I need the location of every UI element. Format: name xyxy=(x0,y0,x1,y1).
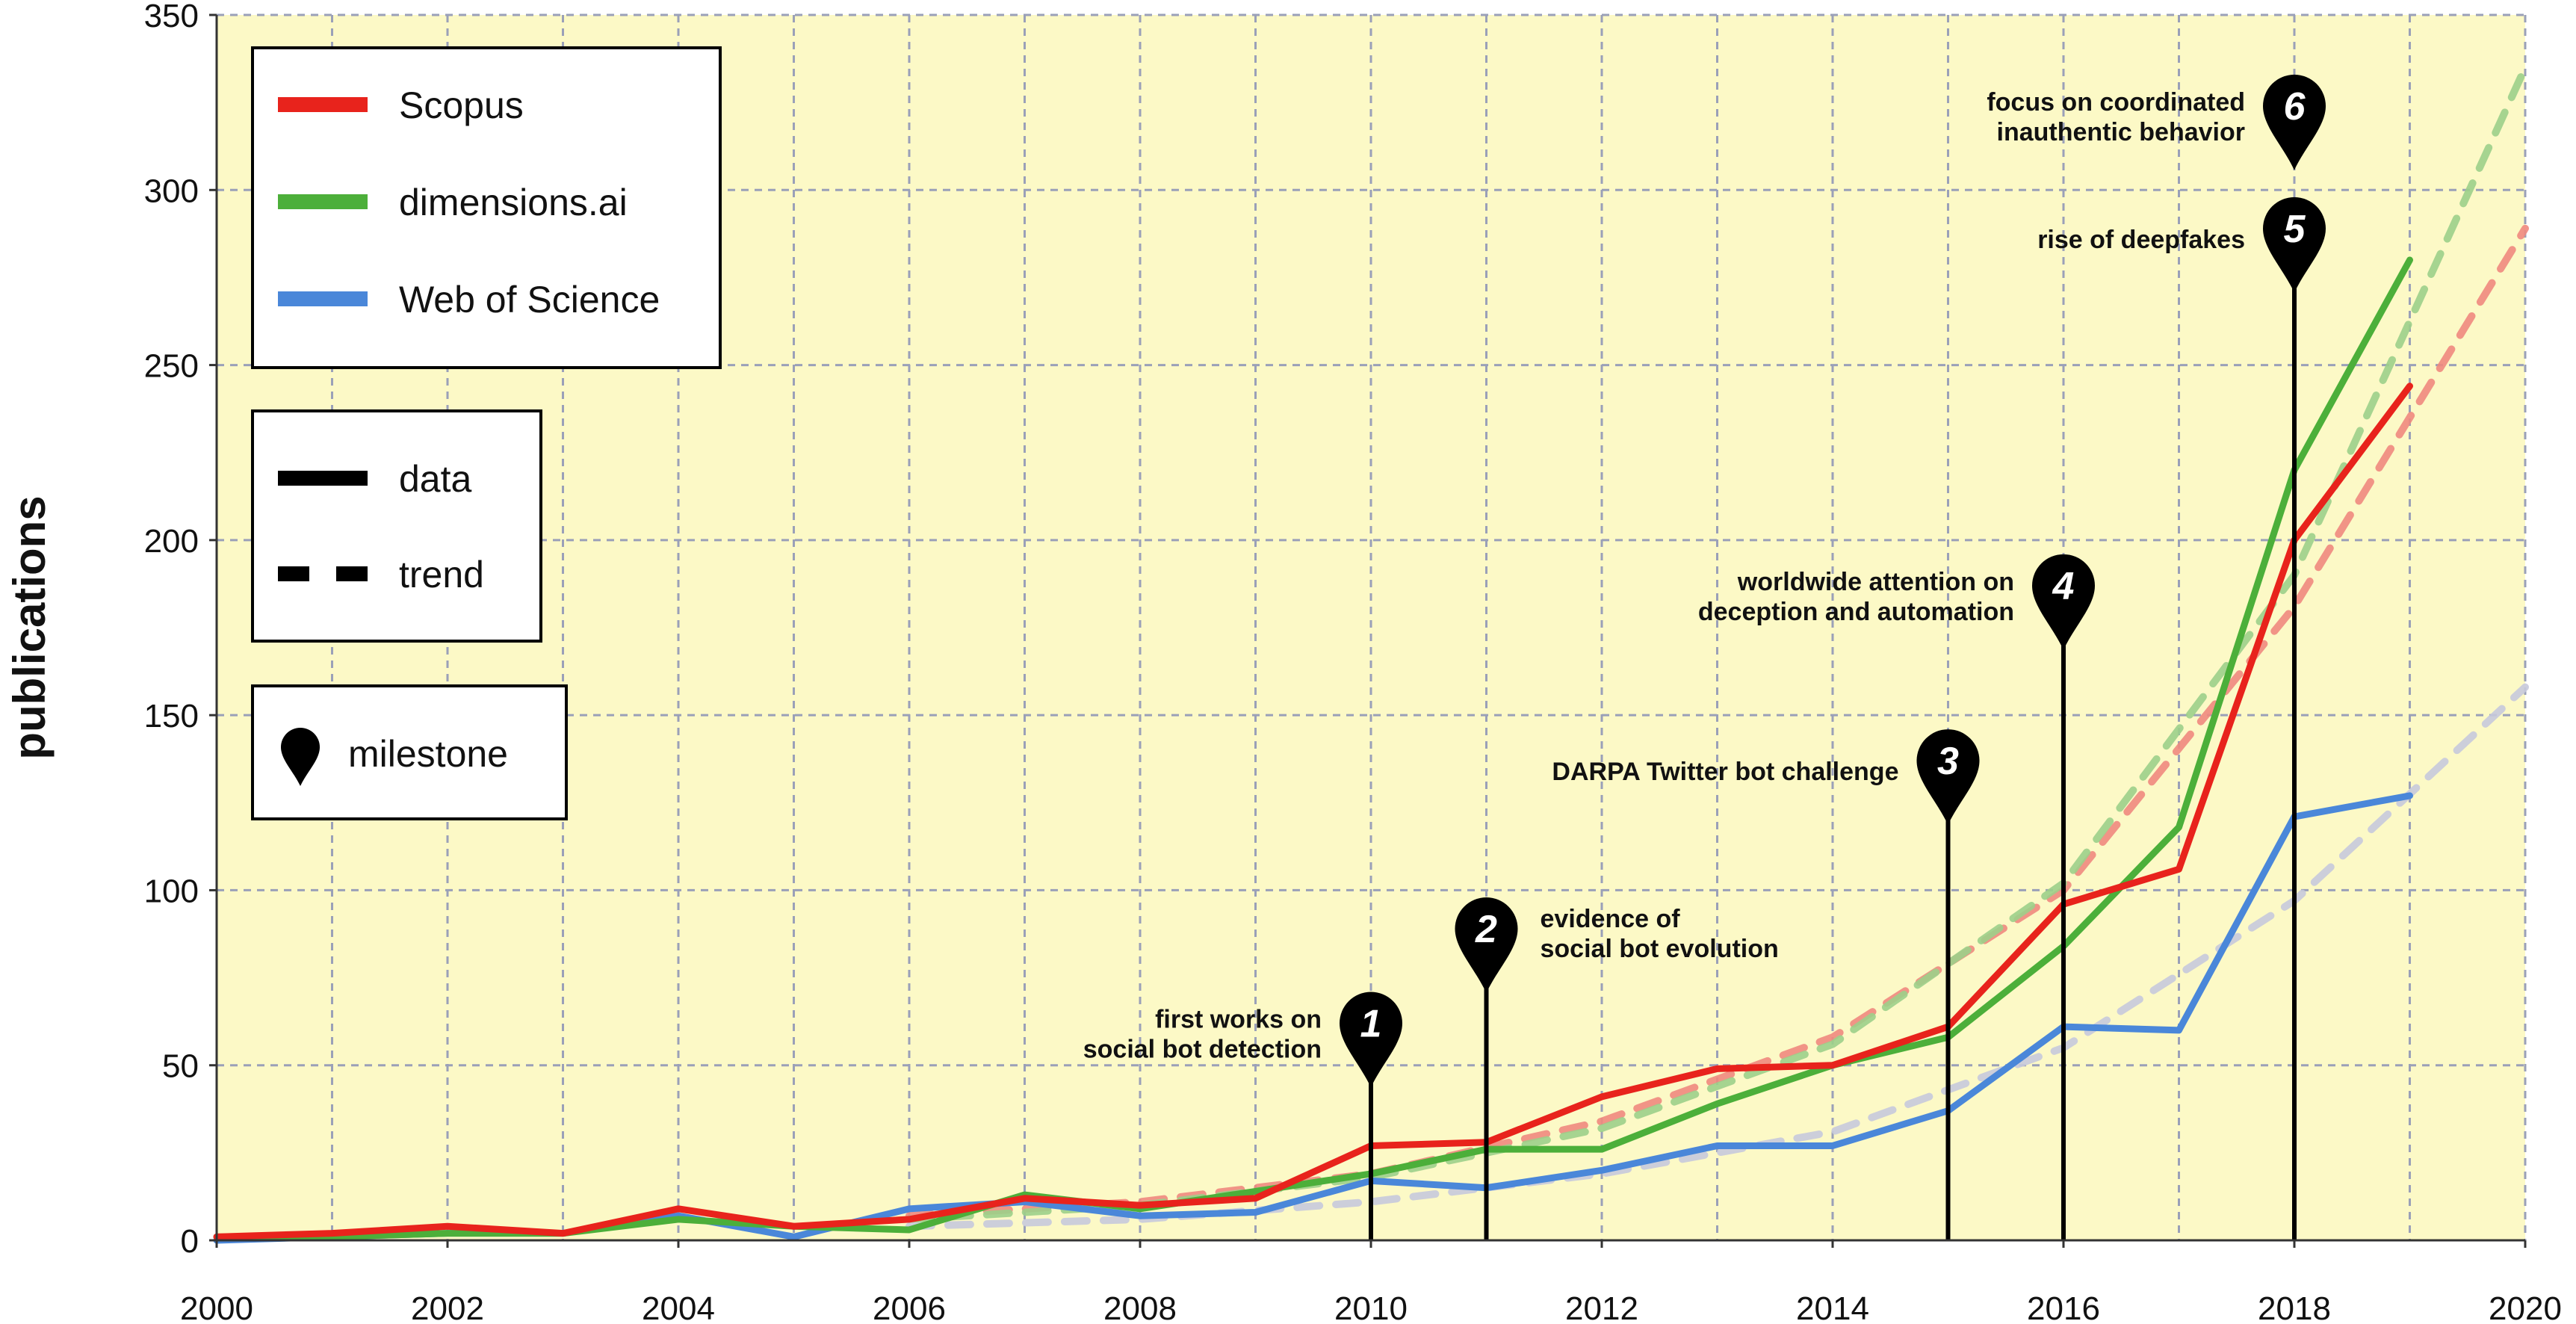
legend-label: data xyxy=(399,458,472,500)
legend-box-style xyxy=(251,409,542,643)
x-tick-label: 2010 xyxy=(1334,1290,1408,1324)
y-tick-label: 150 xyxy=(144,698,199,734)
x-tick-label: 2016 xyxy=(2027,1290,2100,1324)
y-tick-label: 100 xyxy=(144,873,199,909)
x-tick-label: 2018 xyxy=(2258,1290,2331,1324)
x-tick-label: 2002 xyxy=(411,1290,484,1324)
y-tick-label: 250 xyxy=(144,348,199,385)
milestone-pin-icon xyxy=(2263,197,2326,293)
milestone-pin-icon xyxy=(1916,729,1980,826)
legend-label: trend xyxy=(399,554,484,596)
x-tick-label: 2006 xyxy=(873,1290,946,1324)
milestone-number: 4 xyxy=(2052,565,2075,608)
milestone-label: evidence of xyxy=(1541,905,1681,933)
milestone-label: DARPA Twitter bot challenge xyxy=(1552,758,1898,786)
y-tick-label: 50 xyxy=(162,1048,199,1085)
milestone-number: 1 xyxy=(1360,1003,1382,1046)
y-tick-label: 350 xyxy=(144,0,199,34)
milestone-label: worldwide attention on xyxy=(1737,568,2014,596)
milestone-pin-icon xyxy=(1455,897,1518,994)
milestone-pin-icon xyxy=(1340,992,1402,1088)
y-axis-title: publications xyxy=(4,495,55,759)
milestone-pin-icon xyxy=(2263,74,2326,170)
milestone-number: 5 xyxy=(2284,208,2306,251)
milestone-pin-icon xyxy=(2032,554,2095,650)
data-lines xyxy=(213,256,2413,1244)
legend-label: Web of Science xyxy=(399,279,660,321)
milestone-label: focus on coordinated xyxy=(1987,88,2245,117)
x-tick-label: 2012 xyxy=(1565,1290,1638,1324)
data-line-scopus xyxy=(213,383,2413,1240)
milestone-label: rise of deepfakes xyxy=(2037,226,2245,254)
milestone-label: first works on xyxy=(1155,1006,1322,1034)
legend-label: milestone xyxy=(348,733,508,775)
x-tick-label: 2014 xyxy=(1796,1290,1869,1324)
y-tick-label: 200 xyxy=(144,523,199,560)
milestone-label: social bot detection xyxy=(1083,1036,1322,1064)
axes: 2000 2002 2004 2006 2008 2010 2012 2014 2016 2018… xyxy=(4,0,2562,1324)
legend-milestone-pin-icon xyxy=(281,727,320,786)
milestone-number: 2 xyxy=(1475,908,1497,951)
milestone-number: 6 xyxy=(2284,85,2306,129)
y-tick-label: 300 xyxy=(144,173,199,209)
legend-label: dimensions.ai xyxy=(399,182,628,223)
x-tick-label: 2008 xyxy=(1103,1290,1177,1324)
x-tick-label: 2004 xyxy=(642,1290,715,1324)
milestone-number: 3 xyxy=(1937,740,1959,783)
milestone-label: inauthentic behavior xyxy=(1997,118,2246,146)
x-tick-label: 2020 xyxy=(2489,1290,2562,1324)
milestone-label: deception and automation xyxy=(1698,598,2014,626)
y-tick-label: 0 xyxy=(181,1223,199,1260)
legend-label: Scopus xyxy=(399,84,524,126)
x-tick-label: 2000 xyxy=(180,1290,253,1324)
legend: Scopus dimensions.ai Web of Science data tre… xyxy=(251,46,722,820)
milestone-label: social bot evolution xyxy=(1541,935,1779,963)
